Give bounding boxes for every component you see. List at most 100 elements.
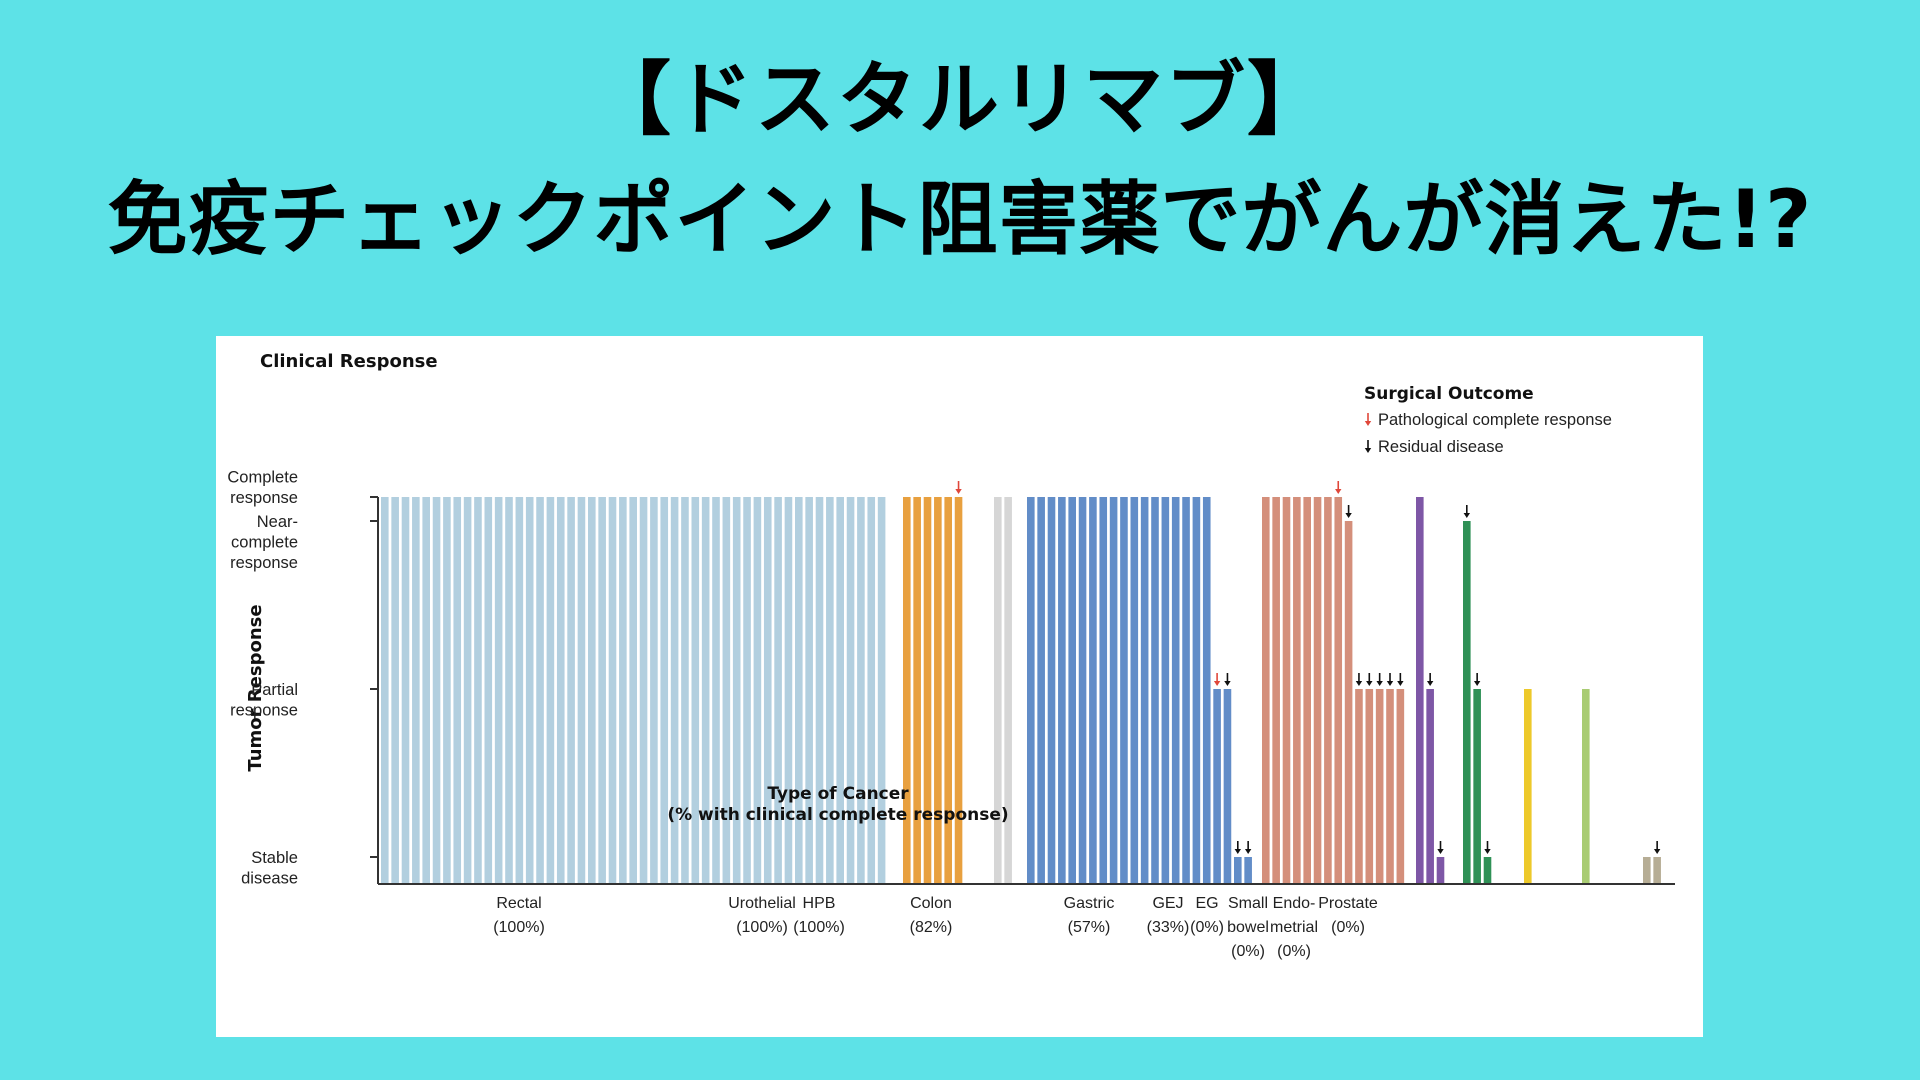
bar xyxy=(846,497,855,884)
bar xyxy=(1643,857,1651,884)
bar-group-smallbowel xyxy=(1524,689,1532,884)
bar-group-eg xyxy=(1463,521,1492,884)
bar xyxy=(805,497,813,884)
bar xyxy=(1436,857,1445,884)
bar xyxy=(505,497,513,884)
x-axis-sublabel: (% with clinical complete response) xyxy=(667,805,1008,825)
bar xyxy=(463,497,472,884)
bar xyxy=(639,497,648,884)
bar-group-rectal xyxy=(381,497,886,884)
x-category-percent: (82%) xyxy=(910,919,953,936)
bar xyxy=(877,497,886,884)
y-tick-label: Stable xyxy=(251,849,298,867)
bar xyxy=(954,497,963,884)
bar xyxy=(1653,857,1661,884)
bar xyxy=(608,497,617,884)
headline-line-1: 【ドスタルリマブ】 xyxy=(591,53,1329,146)
x-category-label: Rectal xyxy=(496,895,541,912)
legend: Surgical Outcome Pathological complete r… xyxy=(1364,384,1612,456)
bar xyxy=(712,497,720,884)
bar xyxy=(743,497,751,884)
x-category-percent: (0%) xyxy=(1231,943,1265,960)
bar xyxy=(1303,497,1311,884)
bar xyxy=(1099,497,1108,884)
bar xyxy=(391,497,399,884)
bar xyxy=(784,497,793,884)
residual-disease-arrow-icon xyxy=(1234,841,1241,854)
bar xyxy=(681,497,689,884)
bar xyxy=(944,497,952,884)
x-category-percent: (33%) xyxy=(1147,919,1190,936)
surgical-outcome-arrows xyxy=(955,481,1661,854)
clinical-response-chart: Clinical Response Tumor Response Stable d… xyxy=(227,351,1675,960)
bar xyxy=(857,497,865,884)
bar xyxy=(1483,857,1492,884)
legend-pcr-arrow-icon xyxy=(1364,413,1372,426)
bar xyxy=(515,497,524,884)
legend-title: Surgical Outcome xyxy=(1364,384,1534,404)
y-tick-label: disease xyxy=(241,870,298,888)
bar xyxy=(484,497,493,884)
bar xyxy=(1375,689,1384,884)
bar xyxy=(691,497,700,884)
residual-disease-arrow-icon xyxy=(1366,673,1373,686)
bar xyxy=(546,497,555,884)
bar xyxy=(536,497,544,884)
bar xyxy=(1047,497,1056,884)
bar xyxy=(401,497,410,884)
residual-disease-arrow-icon xyxy=(1376,673,1383,686)
x-category-label: Gastric xyxy=(1064,895,1115,912)
bar xyxy=(1473,689,1481,884)
y-axis-label: Tumor Response xyxy=(245,604,266,771)
bar xyxy=(494,497,503,884)
residual-disease-arrow-icon xyxy=(1345,505,1352,518)
bar xyxy=(1463,521,1471,884)
x-category-percent: (0%) xyxy=(1277,943,1311,960)
pathological-complete-response-arrow-icon xyxy=(1335,481,1342,494)
bar xyxy=(836,497,844,884)
bar xyxy=(1272,497,1280,884)
residual-disease-arrow-icon xyxy=(1463,505,1470,518)
y-tick-label: response xyxy=(230,554,298,572)
x-category-label: Endo- xyxy=(1273,895,1316,912)
bar xyxy=(1344,521,1353,884)
y-tick-label: Near- xyxy=(257,513,298,531)
pathological-complete-response-arrow-icon xyxy=(955,481,962,494)
bar xyxy=(1120,497,1128,884)
bar xyxy=(1244,857,1252,884)
bar xyxy=(1234,857,1242,884)
headline-line-2: 免疫チェックポイント阻害薬でがんが消えた!? xyxy=(107,173,1813,266)
legend-item-label: Pathological complete response xyxy=(1378,411,1612,429)
bar-group-gastric xyxy=(1262,497,1405,884)
bar xyxy=(525,497,534,884)
chart-panel: Clinical Response Tumor Response Stable d… xyxy=(216,336,1703,1037)
y-tick-label: response xyxy=(230,489,298,507)
bar xyxy=(1140,497,1149,884)
x-axis-labels: Rectal (100%) Urothelial (100%) HPB (100%) Col… xyxy=(493,895,1378,960)
bar xyxy=(577,497,586,884)
bar xyxy=(1426,689,1434,884)
bar xyxy=(629,497,637,884)
residual-disease-arrow-icon xyxy=(1355,673,1363,686)
bar xyxy=(1324,497,1332,884)
bar xyxy=(1058,497,1066,884)
bar xyxy=(474,497,482,884)
x-category-percent: (57%) xyxy=(1068,919,1111,936)
x-category-percent: (0%) xyxy=(1190,919,1224,936)
bar xyxy=(453,497,462,884)
bar xyxy=(1313,497,1322,884)
bar xyxy=(670,497,679,884)
bar xyxy=(1386,689,1394,884)
bar xyxy=(1171,497,1180,884)
bar xyxy=(774,497,782,884)
residual-disease-arrow-icon xyxy=(1437,841,1444,854)
bar xyxy=(913,497,921,884)
bar xyxy=(598,497,606,884)
x-category-percent: (100%) xyxy=(493,919,545,936)
bar xyxy=(443,497,451,884)
bar xyxy=(1262,497,1270,884)
residual-disease-arrow-icon xyxy=(1397,673,1404,686)
bar xyxy=(815,497,824,884)
x-category-label: HPB xyxy=(803,895,836,912)
bar xyxy=(619,497,627,884)
